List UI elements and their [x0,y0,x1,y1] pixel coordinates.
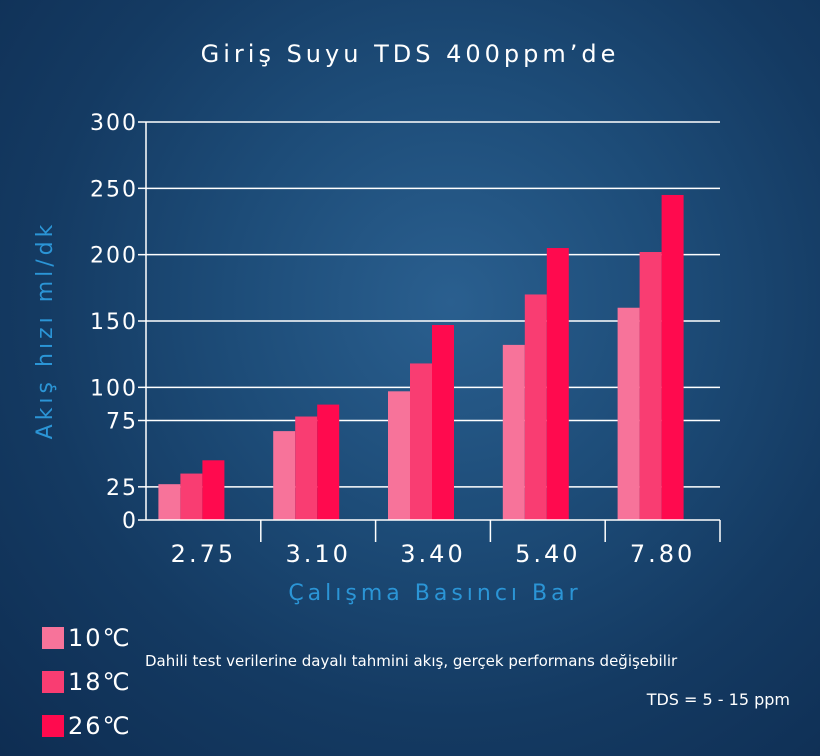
legend-swatch [42,671,64,693]
tds-note: TDS = 5 - 15 ppm [646,690,790,709]
legend-item: 26℃ [42,704,132,748]
bar [273,431,296,520]
bar [502,344,525,520]
x-tick-label: 5.40 [515,540,580,568]
x-tick-label: 3.10 [285,540,350,568]
legend-label: 18℃ [68,668,132,696]
y-tick-label: 250 [90,177,138,202]
bar [524,294,547,520]
legend-item: 10℃ [42,616,132,660]
legend: 10℃ 18℃ 26℃ [42,616,132,748]
y-axis-label: Akış hızı ml/dk [33,221,58,440]
bar [432,324,454,520]
x-axis-label: Çalışma Basıncı Bar [288,581,581,606]
chart-title: Giriş Suyu TDS 400ppm’de [201,40,620,68]
y-tick-label: 75 [106,410,138,435]
bar [410,363,432,520]
x-tick-label: 7.80 [630,540,695,568]
y-tick-label: 100 [90,376,138,401]
bars [158,194,684,521]
bar [317,404,340,520]
legend-label: 10℃ [68,624,132,652]
legend-item: 18℃ [42,660,132,704]
y-tick-label: 25 [106,476,138,501]
legend-swatch [42,627,64,649]
x-tick-label: 3.40 [400,540,465,568]
y-tick-label: 150 [90,310,138,335]
y-tick-label: 200 [90,244,138,269]
bar [180,473,203,520]
x-tick-label: 2.75 [171,540,236,568]
x-tick-labels: 2.75 3.10 3.40 5.40 7.80 [171,540,695,568]
bar [546,248,569,521]
disclaimer-note: Dahili test verilerine dayalı tahmini ak… [145,652,678,670]
legend-swatch [42,715,64,737]
bar [295,416,318,520]
bar [661,194,684,520]
bar [158,484,181,520]
y-tick-label: 300 [90,111,138,136]
bar [617,307,640,520]
y-tick-labels: 0 25 75 100 150 200 250 300 [90,111,138,534]
axes [145,122,721,542]
bar [639,252,662,520]
y-tick-label: 0 [122,509,138,534]
bar [202,460,225,520]
bar [388,391,410,520]
legend-label: 26℃ [68,712,132,740]
